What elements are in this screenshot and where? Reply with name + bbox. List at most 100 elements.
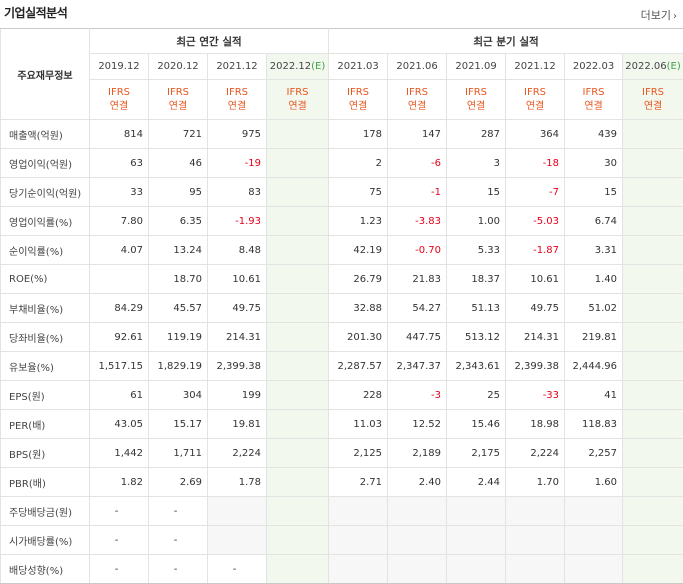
value-cell bbox=[622, 264, 683, 294]
value-cell: -3 bbox=[387, 380, 448, 410]
value-cell: 304 bbox=[148, 380, 208, 410]
chevron-right-icon: › bbox=[673, 11, 677, 22]
table-row: BPS(원) 1,442 1,711 2,224 2,125 2,189 2,175 2,22… bbox=[0, 438, 683, 468]
value-cell bbox=[387, 496, 448, 526]
value-cell: 1.78 bbox=[207, 467, 267, 497]
value-cell: 25 bbox=[446, 380, 507, 410]
value-cell: -1 bbox=[387, 177, 448, 207]
value-cell bbox=[265, 554, 330, 584]
value-cell: 178 bbox=[328, 119, 389, 149]
more-link[interactable]: 더보기 › bbox=[641, 7, 677, 23]
value-cell: 95 bbox=[148, 177, 208, 207]
value-cell: 439 bbox=[564, 119, 624, 149]
ifrs-label: IFRS bbox=[167, 86, 189, 98]
value-cell: 147 bbox=[387, 119, 448, 149]
ifrs-header: IFRS 연결 bbox=[505, 79, 566, 120]
table-row: ROE(%) 18.70 10.61 26.79 21.83 18.37 10.61 1.40 bbox=[0, 264, 683, 294]
value-cell bbox=[328, 496, 389, 526]
more-label[interactable]: 더보기 bbox=[640, 9, 671, 22]
row-label: 배당성향(%) bbox=[0, 554, 90, 584]
row-label: 영업이익률(%) bbox=[0, 206, 90, 236]
value-cell bbox=[265, 206, 330, 236]
value-cell: 1,711 bbox=[148, 438, 208, 468]
value-cell: 721 bbox=[148, 119, 208, 149]
value-cell bbox=[622, 467, 683, 497]
period-label: 2019.12 bbox=[98, 61, 140, 72]
value-cell: 2 bbox=[328, 148, 389, 178]
period-header: 2020.12 bbox=[148, 53, 208, 80]
value-cell: 11.03 bbox=[328, 409, 389, 439]
value-cell bbox=[622, 409, 683, 439]
value-cell: 49.75 bbox=[207, 293, 267, 323]
value-cell bbox=[564, 525, 624, 555]
period-label: 2021.06 bbox=[396, 61, 438, 72]
consolidated-label: 연결 bbox=[407, 100, 427, 112]
value-cell: 199 bbox=[207, 380, 267, 410]
ifrs-header: IFRS 연결 bbox=[564, 79, 624, 120]
row-label: 매출액(억원) bbox=[0, 119, 90, 149]
value-cell bbox=[265, 322, 330, 352]
value-cell: 30 bbox=[564, 148, 624, 178]
value-cell bbox=[328, 554, 389, 584]
value-cell bbox=[622, 438, 683, 468]
table-row: 주당배당금(원) - - bbox=[0, 496, 683, 526]
ifrs-header: IFRS 연결 bbox=[265, 79, 330, 120]
value-cell: -6 bbox=[387, 148, 448, 178]
period-header: 2022.03 bbox=[564, 53, 624, 80]
ifrs-label: IFRS bbox=[524, 86, 547, 98]
value-cell bbox=[265, 525, 330, 555]
value-cell: 63 bbox=[89, 148, 149, 178]
row-label: 주당배당금(원) bbox=[0, 496, 90, 526]
period-row: 2019.12 2020.12 2021.12 2022.12(E) 2021.03 20… bbox=[1, 53, 683, 80]
table-row: 당좌비율(%) 92.61 119.19 214.31 201.30 447.75 513.… bbox=[0, 322, 683, 352]
value-cell: 6.74 bbox=[564, 206, 624, 236]
value-cell: 2,343.61 bbox=[446, 351, 507, 381]
table-row: 매출액(억원) 814 721 975 178 147 287 364 439 bbox=[0, 119, 683, 149]
row-label: PER(배) bbox=[0, 409, 90, 439]
value-cell: -18 bbox=[505, 148, 566, 178]
row-label: PBR(배) bbox=[0, 467, 90, 497]
period-label: 2022.12 bbox=[269, 61, 312, 72]
value-cell: -33 bbox=[505, 380, 566, 410]
value-cell: 49.75 bbox=[505, 293, 566, 323]
estimate-mark: (E) bbox=[311, 61, 326, 72]
value-cell: 51.13 bbox=[446, 293, 507, 323]
consolidated-label: 연결 bbox=[584, 100, 603, 112]
ifrs-label: IFRS bbox=[465, 86, 488, 98]
ifrs-header: IFRS 연결 bbox=[328, 79, 389, 120]
consolidated-label: 연결 bbox=[168, 100, 188, 112]
value-cell: 219.81 bbox=[564, 322, 624, 352]
value-cell: 3.31 bbox=[564, 235, 624, 265]
value-cell: 1,829.19 bbox=[148, 351, 208, 381]
value-cell bbox=[265, 293, 330, 323]
value-cell: 18.37 bbox=[446, 264, 507, 294]
value-cell: 15 bbox=[446, 177, 507, 207]
value-cell: -19 bbox=[207, 148, 267, 178]
value-cell bbox=[446, 554, 507, 584]
value-cell: 2.69 bbox=[148, 467, 208, 497]
value-cell bbox=[622, 119, 683, 149]
table-row: PBR(배) 1.82 2.69 1.78 2.71 2.40 2.44 1.70 1.60 bbox=[0, 467, 683, 497]
consolidated-label: 연결 bbox=[466, 100, 486, 112]
period-header: 2021.09 bbox=[446, 53, 507, 80]
period-label: 2021.12 bbox=[216, 61, 258, 72]
value-cell: 3 bbox=[446, 148, 507, 178]
ifrs-label: IFRS bbox=[406, 86, 429, 98]
value-cell bbox=[265, 380, 330, 410]
value-cell bbox=[505, 496, 566, 526]
value-cell: 447.75 bbox=[387, 322, 448, 352]
value-cell: 1,442 bbox=[89, 438, 149, 468]
quarter-group-header: 최근 분기 실적 bbox=[328, 28, 683, 54]
value-cell: 1,517.15 bbox=[89, 351, 149, 381]
value-cell: 18.70 bbox=[148, 264, 208, 294]
ifrs-label: IFRS bbox=[226, 86, 248, 98]
value-cell bbox=[387, 525, 448, 555]
value-cell: 12.52 bbox=[387, 409, 448, 439]
ifrs-label: IFRS bbox=[582, 86, 605, 98]
value-cell: 2,444.96 bbox=[564, 351, 624, 381]
value-cell: -5.03 bbox=[505, 206, 566, 236]
value-cell: 975 bbox=[207, 119, 267, 149]
value-cell: 214.31 bbox=[207, 322, 267, 352]
value-cell: 2,125 bbox=[328, 438, 389, 468]
